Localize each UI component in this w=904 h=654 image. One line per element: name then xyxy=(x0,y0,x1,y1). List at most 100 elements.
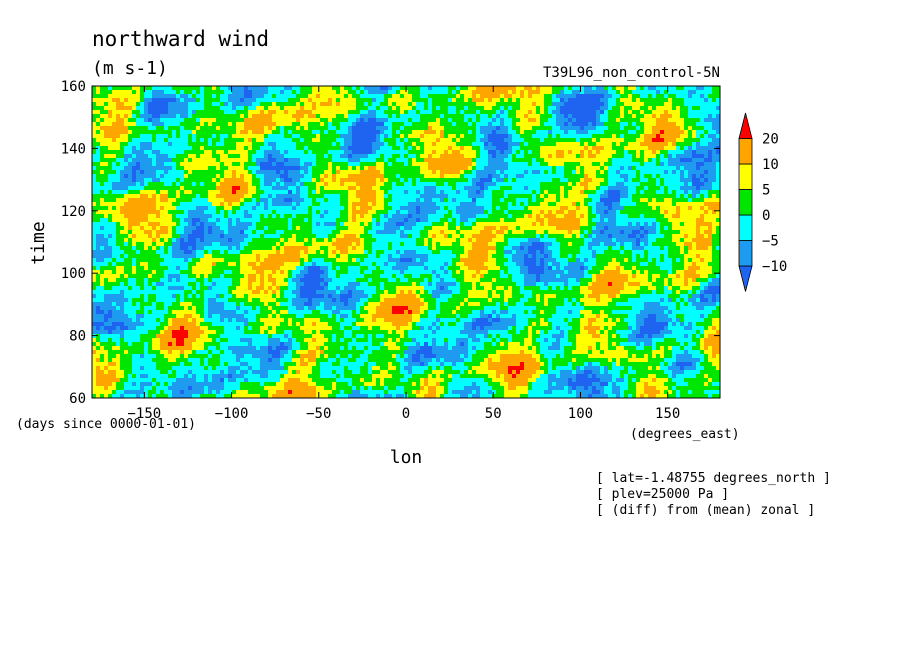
heatmap-cell xyxy=(120,162,124,166)
heatmap-cell xyxy=(524,190,528,194)
heatmap-cell xyxy=(356,114,360,118)
heatmap-cell xyxy=(424,150,428,154)
heatmap-cell xyxy=(472,134,476,138)
heatmap-cell xyxy=(252,134,256,138)
heatmap-cell xyxy=(284,126,288,130)
heatmap-cell xyxy=(244,182,248,186)
heatmap-cell xyxy=(136,86,140,90)
heatmap-cell xyxy=(384,98,388,102)
heatmap-cell xyxy=(568,166,572,170)
heatmap-cell xyxy=(460,178,464,182)
heatmap-cell xyxy=(388,138,392,142)
heatmap-cell xyxy=(504,138,508,142)
heatmap-cell xyxy=(192,134,196,138)
heatmap-cell xyxy=(452,178,456,182)
heatmap-cell xyxy=(640,98,644,102)
heatmap-cell xyxy=(176,102,180,106)
heatmap-cell xyxy=(116,154,120,158)
heatmap-cell xyxy=(596,114,600,118)
heatmap-cell xyxy=(512,110,516,114)
heatmap-cell xyxy=(568,202,572,206)
heatmap-cell xyxy=(580,146,584,150)
heatmap-cell xyxy=(452,134,456,138)
heatmap-cell xyxy=(396,106,400,110)
heatmap-cell xyxy=(384,186,388,190)
heatmap-cell xyxy=(672,106,676,110)
heatmap-cell xyxy=(480,190,484,194)
heatmap-cell xyxy=(156,130,160,134)
heatmap-cell xyxy=(620,158,624,162)
heatmap-cell xyxy=(584,154,588,158)
heatmap-cell xyxy=(308,202,312,206)
heatmap-cell xyxy=(536,118,540,122)
heatmap-cell xyxy=(260,170,264,174)
heatmap-cell xyxy=(396,94,400,98)
heatmap-cell xyxy=(708,130,712,134)
heatmap-cell xyxy=(436,154,440,158)
heatmap-cell xyxy=(628,190,632,194)
heatmap-cell xyxy=(108,98,112,102)
heatmap-cell xyxy=(592,186,596,190)
heatmap-cell xyxy=(324,194,328,198)
heatmap-cell xyxy=(672,182,676,186)
heatmap-cell xyxy=(248,102,252,106)
heatmap-cell xyxy=(380,210,384,214)
heatmap-cell xyxy=(468,86,472,90)
heatmap-cell xyxy=(424,146,428,150)
heatmap-cell xyxy=(588,98,592,102)
heatmap-cell xyxy=(244,130,248,134)
heatmap-cell xyxy=(436,170,440,174)
heatmap-cell xyxy=(136,126,140,130)
heatmap-cell xyxy=(252,118,256,122)
heatmap-cell xyxy=(148,110,152,114)
heatmap-cell xyxy=(108,154,112,158)
heatmap-cell xyxy=(128,126,132,130)
heatmap-cell xyxy=(432,98,436,102)
heatmap-cell xyxy=(328,198,332,202)
heatmap-cell xyxy=(120,198,124,202)
heatmap-cell xyxy=(276,186,280,190)
heatmap-cell xyxy=(152,102,156,106)
heatmap-cell xyxy=(264,194,268,198)
heatmap-cell xyxy=(172,198,176,202)
heatmap-cell xyxy=(696,138,700,142)
heatmap-cell xyxy=(260,90,264,94)
heatmap-cell xyxy=(180,118,184,122)
heatmap-cell xyxy=(96,142,100,146)
heatmap-cell xyxy=(172,146,176,150)
heatmap-cell xyxy=(268,174,272,178)
heatmap-cell xyxy=(644,126,648,130)
heatmap-cell xyxy=(496,194,500,198)
heatmap-cell xyxy=(460,126,464,130)
heatmap-cell xyxy=(556,126,560,130)
heatmap-cell xyxy=(152,202,156,206)
heatmap-cell xyxy=(460,118,464,122)
heatmap-cell xyxy=(184,126,188,130)
heatmap-cell xyxy=(164,166,168,170)
heatmap-cell xyxy=(668,138,672,142)
heatmap-cell xyxy=(680,118,684,122)
heatmap-cell xyxy=(696,130,700,134)
heatmap-cell xyxy=(280,138,284,142)
heatmap-cell xyxy=(116,162,120,166)
heatmap-cell xyxy=(200,210,204,214)
heatmap-cell xyxy=(408,118,412,122)
heatmap-cell xyxy=(608,166,612,170)
heatmap-cell xyxy=(624,134,628,138)
heatmap-cell xyxy=(252,98,256,102)
heatmap-cell xyxy=(284,94,288,98)
heatmap-cell xyxy=(412,206,416,210)
heatmap-cell xyxy=(352,198,356,202)
heatmap-cell xyxy=(716,114,720,118)
heatmap-cell xyxy=(656,102,660,106)
heatmap-cell xyxy=(460,210,464,214)
heatmap-cell xyxy=(656,94,660,98)
heatmap-cell xyxy=(464,126,468,130)
heatmap-cell xyxy=(372,162,376,166)
heatmap-cell xyxy=(204,162,208,166)
heatmap-cell xyxy=(200,154,204,158)
heatmap-cell xyxy=(608,206,612,210)
heatmap-cell xyxy=(528,138,532,142)
heatmap-cell xyxy=(368,154,372,158)
heatmap-cell xyxy=(480,90,484,94)
